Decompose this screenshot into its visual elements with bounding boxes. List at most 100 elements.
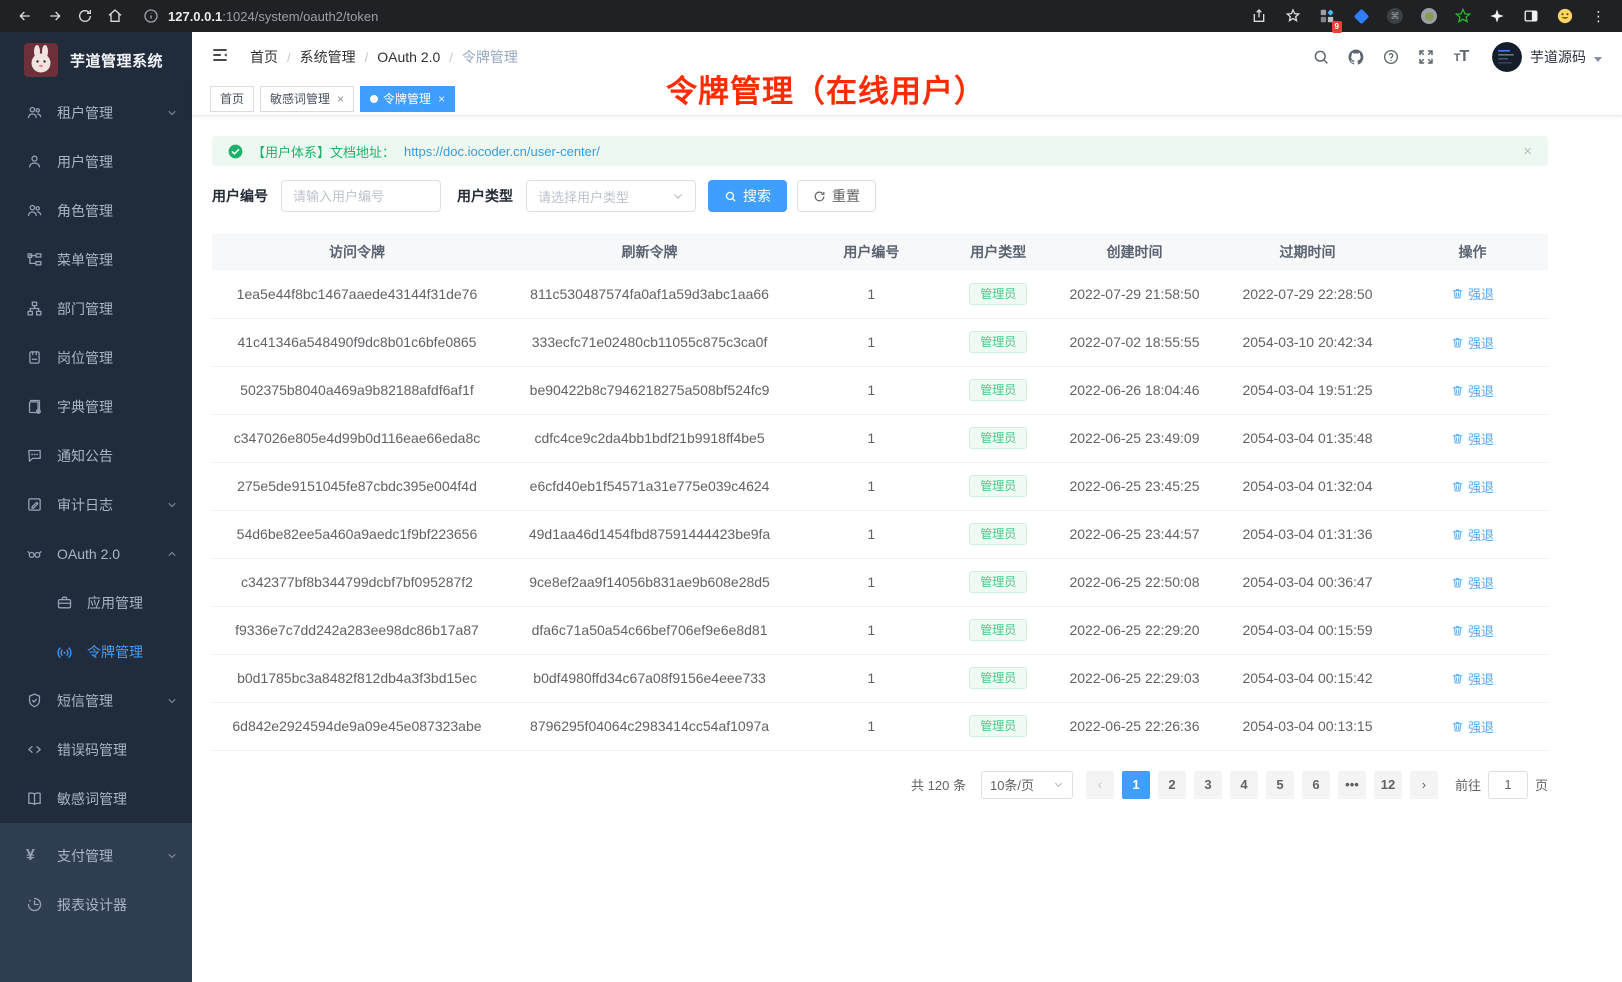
user-menu[interactable]: 芋道源码 (1492, 42, 1602, 72)
created-at-cell: 2022-07-02 18:55:55 (1051, 318, 1218, 367)
breadcrumb-item[interactable]: 系统管理 (299, 49, 356, 65)
bookmark-star-icon[interactable] (1280, 2, 1306, 30)
sidebar-item-role[interactable]: 角色管理 (0, 186, 192, 235)
tab-首页[interactable]: 首页 (210, 85, 255, 112)
gray-extension-icon[interactable] (1416, 2, 1442, 30)
sidebar-item-report-designer[interactable]: 报表设计器 (0, 880, 192, 929)
sidebar-item-user[interactable]: 用户管理 (0, 137, 192, 186)
table-row: 1ea5e44f8bc1467aaede43144f31de76 811c5304… (212, 270, 1548, 319)
user-id-cell: 1 (797, 654, 946, 703)
table-row: f9336e7c7dd242a283ee98dc86b17a87 dfa6c71a… (212, 606, 1548, 655)
table-row: 54d6be82ee5a460a9aedc1f9bf223656 49d1aa46… (212, 510, 1548, 559)
gem-extension-icon[interactable] (1348, 2, 1374, 30)
user-id-input[interactable] (281, 180, 441, 212)
goto-page-input[interactable] (1487, 770, 1528, 799)
pinwheel-extension-icon[interactable] (1484, 2, 1510, 30)
search-button[interactable]: 搜索 (708, 180, 787, 212)
sidebar-item-dict[interactable]: 字典管理 (0, 382, 192, 431)
tab-令牌管理[interactable]: 令牌管理 × (360, 85, 456, 112)
breadcrumb-item[interactable]: 首页 (250, 49, 278, 65)
sidebar-item-tenant[interactable]: 租户管理 (0, 88, 192, 137)
sidebar-item-error-code[interactable]: 错误码管理 (0, 725, 192, 774)
browser-menu-icon[interactable]: ⋮ (1591, 7, 1607, 24)
sidebar-item-oauth2-token[interactable]: 令牌管理 (0, 627, 192, 676)
sidebar-item-notice[interactable]: 通知公告 (0, 431, 192, 480)
column-header: 创建时间 (1051, 234, 1218, 270)
forward-icon[interactable] (40, 2, 70, 30)
force-logout-button[interactable]: 强退 (1451, 284, 1494, 303)
breadcrumb-item: 令牌管理 (461, 49, 518, 65)
sidebar-fold-icon[interactable] (210, 45, 234, 69)
more-pages-button[interactable]: ••• (1337, 770, 1366, 799)
help-icon[interactable] (1381, 47, 1401, 67)
extension-badge: 9 (1331, 21, 1342, 33)
force-logout-button[interactable]: 强退 (1451, 333, 1494, 352)
dark-extension-icon[interactable]: ⌘ (1382, 2, 1408, 30)
force-logout-button[interactable]: 强退 (1451, 525, 1494, 544)
prev-page-button[interactable]: ‹ (1085, 770, 1114, 799)
tab-close-icon[interactable]: × (337, 91, 345, 106)
page-button-12[interactable]: 12 (1373, 770, 1402, 799)
sidebar-item-oauth2-app[interactable]: 应用管理 (0, 578, 192, 627)
expires-at-cell: 2054-03-04 00:15:42 (1217, 654, 1397, 703)
page-button-6[interactable]: 6 (1301, 770, 1330, 799)
page-button-2[interactable]: 2 (1157, 770, 1186, 799)
user-type-select[interactable]: 请选择用户类型 (526, 180, 696, 212)
green-star-extension-icon[interactable] (1450, 2, 1476, 30)
force-logout-button[interactable]: 强退 (1451, 669, 1494, 688)
fullscreen-icon[interactable] (1416, 47, 1436, 67)
page-button-5[interactable]: 5 (1265, 770, 1294, 799)
user-id-cell: 1 (797, 558, 946, 607)
sidebar-item-pay[interactable]: ¥ 支付管理 (0, 831, 192, 880)
search-icon[interactable] (1311, 47, 1331, 67)
chevron-down-icon (166, 107, 178, 119)
tab-敏感词管理[interactable]: 敏感词管理 × (260, 85, 355, 112)
force-logout-button[interactable]: 强退 (1451, 717, 1494, 736)
tabs-bar: 首页 敏感词管理 × 令牌管理 × (192, 82, 1622, 116)
sidebar-item-post[interactable]: 岗位管理 (0, 333, 192, 382)
force-logout-button[interactable]: 强退 (1451, 381, 1494, 400)
sidebar-item-dept[interactable]: 部门管理 (0, 284, 192, 333)
sidebar-toggle-icon[interactable] (1518, 2, 1544, 30)
page-button-4[interactable]: 4 (1229, 770, 1258, 799)
tab-close-icon[interactable]: × (438, 91, 446, 106)
back-icon[interactable] (10, 2, 40, 30)
force-logout-button[interactable]: 强退 (1451, 429, 1494, 448)
app-logo[interactable]: 芋道管理系统 (0, 32, 192, 88)
page-button-1[interactable]: 1 (1121, 770, 1150, 799)
sidebar: 芋道管理系统 租户管理 用户管理 角色管理 菜单管理 部门管理 岗位管理 字典管理 通知公告审… (0, 32, 192, 982)
force-logout-button[interactable]: 强退 (1451, 477, 1494, 496)
chevron-down-icon (1053, 779, 1064, 790)
access-token-cell: 41c41346a548490f9dc8b01c6bfe0865 (212, 318, 502, 367)
font-size-icon[interactable]: TT (1453, 48, 1469, 65)
expires-at-cell: 2054-03-04 00:13:15 (1217, 702, 1397, 751)
force-logout-button[interactable]: 强退 (1451, 573, 1494, 592)
alert-close-icon[interactable]: × (1523, 142, 1532, 160)
github-icon[interactable] (1346, 47, 1366, 67)
sidebar-item-audit-log[interactable]: 审计日志 (0, 480, 192, 529)
sidebar-item-sms[interactable]: 短信管理 (0, 676, 192, 725)
force-logout-button[interactable]: 强退 (1451, 621, 1494, 640)
reload-icon[interactable] (70, 2, 100, 30)
page-size-select[interactable]: 10条/页 (980, 770, 1073, 799)
extension-icon[interactable]: 9 (1314, 2, 1342, 33)
sidebar-item-menu[interactable]: 菜单管理 (0, 235, 192, 284)
sidebar-item-oauth2[interactable]: OAuth 2.0 (0, 529, 192, 578)
page-button-3[interactable]: 3 (1193, 770, 1222, 799)
trash-icon (1451, 480, 1464, 493)
alert-text: 【用户体系】文档地址： (252, 144, 396, 160)
profile-avatar-icon[interactable] (1552, 2, 1578, 30)
created-at-cell: 2022-07-29 21:58:50 (1051, 270, 1218, 319)
breadcrumb-item[interactable]: OAuth 2.0 (377, 49, 441, 65)
doc-link[interactable]: https://doc.iocoder.cn/user-center/ (404, 143, 600, 159)
reset-button[interactable]: 重置 (797, 180, 876, 212)
users-icon (26, 202, 43, 219)
next-page-button[interactable]: › (1409, 770, 1438, 799)
share-icon[interactable] (1246, 2, 1272, 30)
sidebar-item-sensitive-word[interactable]: 敏感词管理 (0, 774, 192, 823)
info-icon[interactable] (142, 2, 160, 30)
home-icon[interactable] (100, 2, 130, 30)
address-bar[interactable]: 127.0.0.1:1024/system/oauth2/token (142, 2, 1246, 30)
table-row: c342377bf8b344799dcbf7bf095287f2 9ce8ef2a… (212, 558, 1548, 607)
